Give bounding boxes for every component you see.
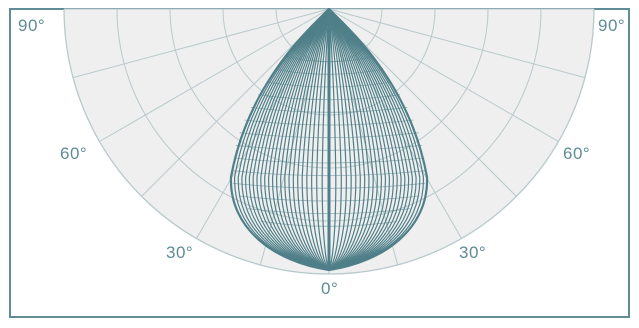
polar-grid-spoke xyxy=(99,8,330,142)
label-90-left: 90° xyxy=(18,16,45,35)
polar-grid-spoke xyxy=(72,8,330,79)
label-60-right: 60° xyxy=(563,144,590,163)
polar-grid-spoke xyxy=(328,8,586,79)
label-90-right: 90° xyxy=(598,16,625,35)
label-60-left: 60° xyxy=(60,144,87,163)
label-0-bottom: 0° xyxy=(321,279,338,298)
polar-curves xyxy=(229,7,429,272)
label-30-right: 30° xyxy=(459,243,486,262)
polar-grid-spoke xyxy=(328,8,559,142)
label-30-left: 30° xyxy=(166,243,193,262)
